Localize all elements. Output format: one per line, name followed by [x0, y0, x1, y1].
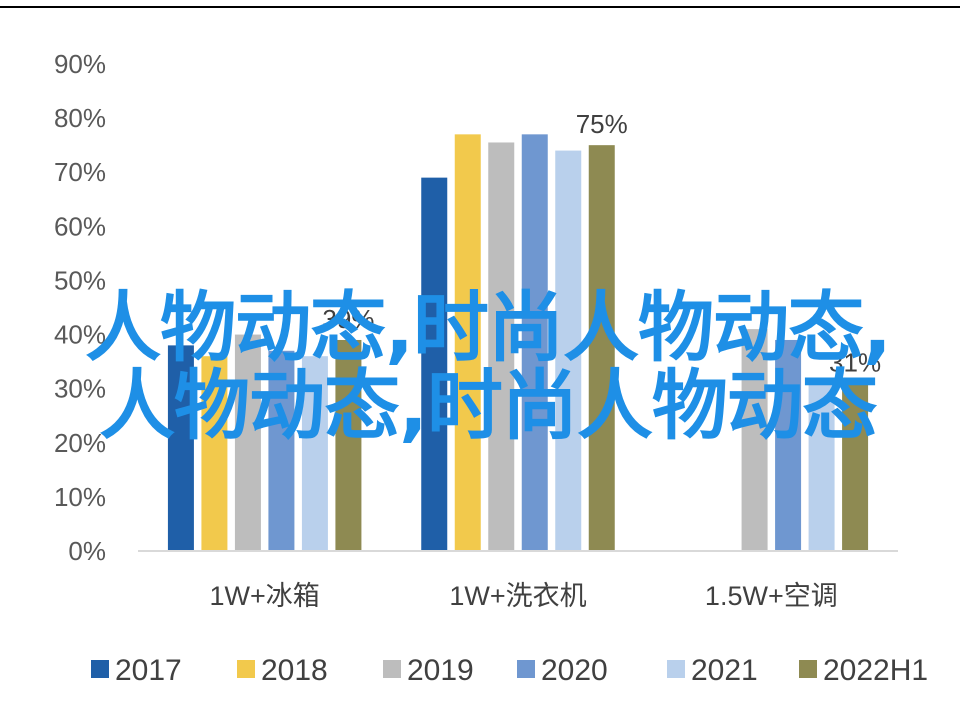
- legend-label-2020: 2020: [541, 654, 608, 687]
- y-axis-ticks: 0% 10% 20% 30% 40% 50% 60% 70% 80% 90%: [54, 49, 106, 566]
- y-tick-label: 60%: [54, 211, 106, 241]
- bar-2017: [167, 345, 194, 551]
- legend-swatch-2021: [667, 660, 685, 678]
- y-tick-label: 30%: [54, 374, 106, 404]
- y-tick-label: 50%: [54, 265, 106, 295]
- watermark-line-2: 人物动态,时尚人物动态: [99, 361, 878, 450]
- bar-2020: [521, 134, 548, 551]
- bar-2022H1: [842, 383, 869, 551]
- category-label: 1.5W+空调: [705, 581, 838, 611]
- bar-2019: [741, 329, 768, 551]
- y-tick-label: 0%: [68, 536, 106, 566]
- category-labels: 1W+冰箱 1W+洗衣机 1.5W+空调: [210, 581, 838, 611]
- bar-2018: [201, 356, 228, 551]
- data-label: 31%: [829, 347, 881, 377]
- legend-label-2017: 2017: [115, 654, 182, 687]
- legend-label-2022H1: 2022H1: [823, 654, 928, 687]
- legend: 2017 2018 2019 2020 2021 2022H1: [91, 654, 928, 687]
- y-tick-label: 70%: [54, 157, 106, 187]
- legend-swatch-2019: [383, 660, 401, 678]
- category-label: 1W+冰箱: [210, 581, 320, 611]
- legend-label-2019: 2019: [407, 654, 474, 687]
- bar-2022H1: [335, 339, 362, 551]
- category-label: 1W+洗衣机: [449, 581, 586, 611]
- bars: [167, 134, 869, 552]
- bar-2021: [301, 356, 328, 551]
- legend-swatch-2020: [517, 660, 535, 678]
- bar-2022H1: [588, 145, 615, 551]
- bar-2018: [454, 134, 481, 551]
- legend-swatch-2018: [237, 660, 255, 678]
- data-label: 39%: [322, 304, 374, 334]
- legend-swatch-2017: [91, 660, 109, 678]
- data-label: 75%: [576, 109, 628, 139]
- bar-2020: [775, 339, 802, 551]
- bar-2019: [488, 142, 515, 551]
- bar-2019: [234, 334, 261, 551]
- data-labels: 39% 75% 31%: [322, 109, 881, 377]
- legend-label-2021: 2021: [691, 654, 758, 687]
- y-tick-label: 10%: [54, 482, 106, 512]
- bar-2021: [555, 150, 582, 552]
- bar-2020: [268, 350, 295, 551]
- legend-label-2018: 2018: [261, 654, 328, 687]
- y-tick-label: 20%: [54, 428, 106, 458]
- bar-2017: [421, 177, 448, 551]
- y-tick-label: 90%: [54, 49, 106, 79]
- legend-swatch-2022H1: [799, 660, 817, 678]
- bar-2021: [808, 377, 835, 551]
- watermark-line-1: 人物动态,时尚人物动态,: [85, 283, 892, 372]
- y-tick-label: 80%: [54, 103, 106, 133]
- y-tick-label: 40%: [54, 320, 106, 350]
